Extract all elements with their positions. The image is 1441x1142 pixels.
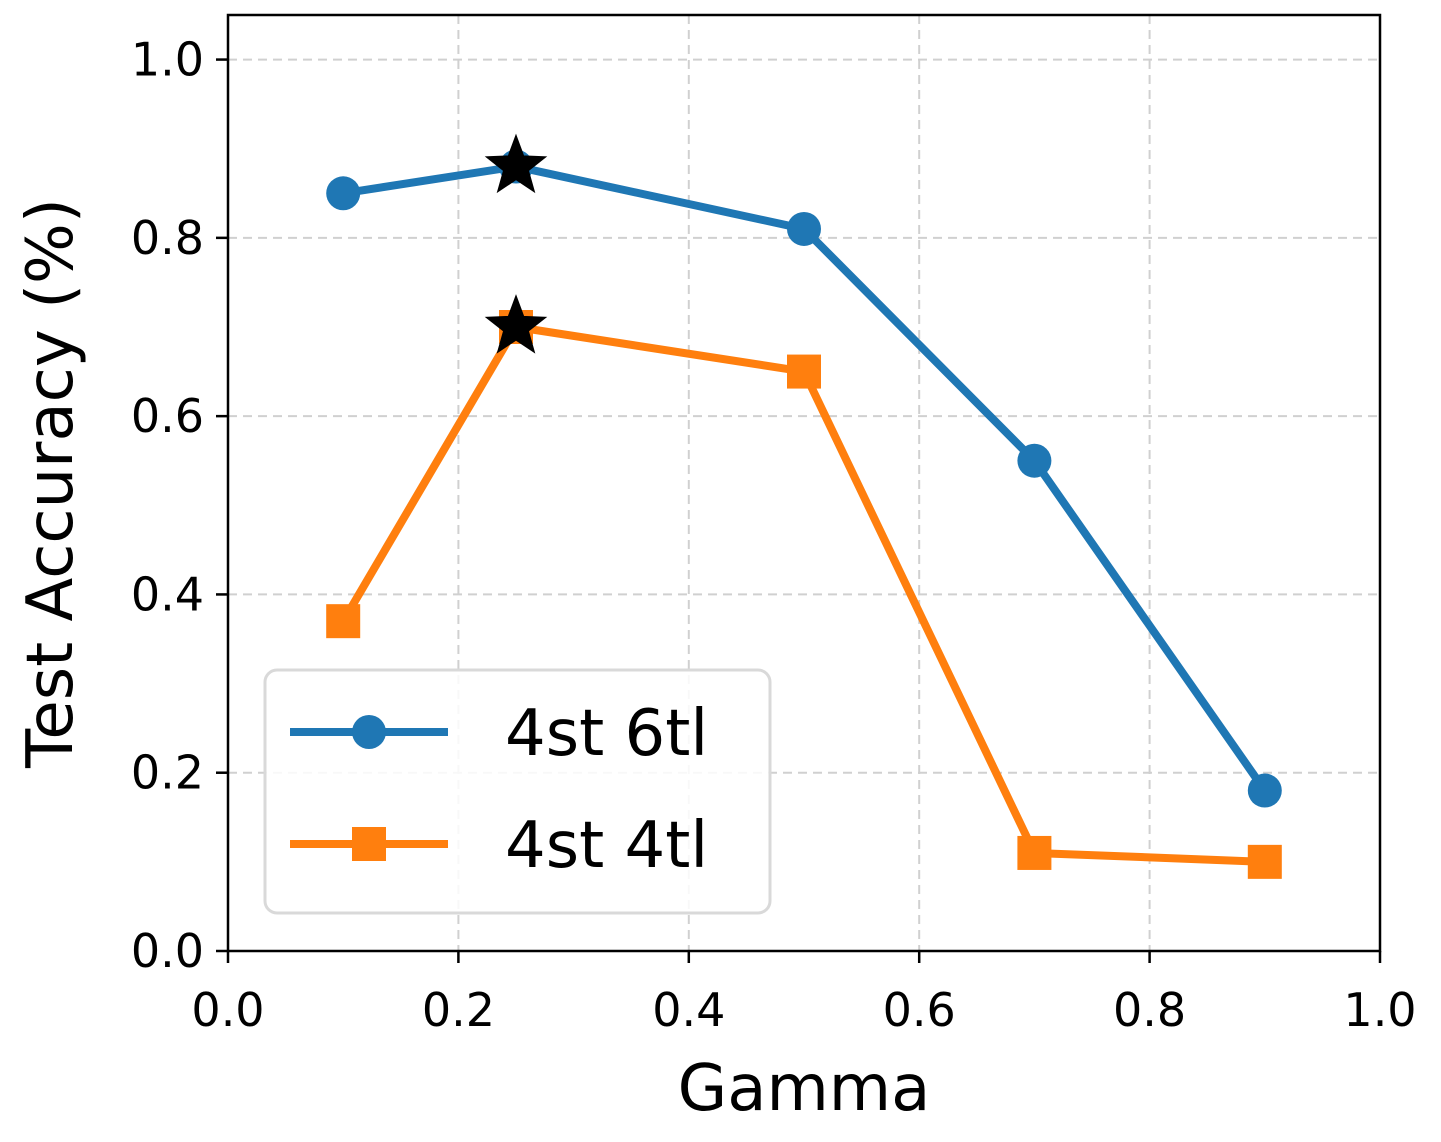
data-point [1247, 844, 1282, 879]
x-tick-label: 0.2 [422, 983, 495, 1037]
data-point [1247, 773, 1282, 808]
x-tick-label: 1.0 [1343, 983, 1416, 1037]
y-tick-label: 0.6 [131, 389, 204, 443]
data-point [787, 211, 821, 246]
x-axis-title: Gamma [678, 1052, 931, 1126]
y-tick-label: 0.8 [131, 211, 204, 265]
x-tick-label: 0.0 [191, 983, 264, 1037]
best-point-star-icon [484, 294, 548, 354]
data-point [787, 354, 821, 389]
legend-marker [352, 715, 386, 749]
x-tick-label: 0.4 [652, 983, 725, 1037]
y-tick-label: 0.0 [131, 924, 204, 978]
legend-label: 4st 6tl [505, 697, 708, 771]
y-axis-ticks: 0.0 0.2 0.4 0.6 0.8 1.0 [131, 33, 228, 978]
y-tick-label: 0.2 [131, 746, 204, 800]
highlight-layer [484, 133, 548, 354]
y-tick-label: 0.4 [131, 567, 204, 621]
best-point-star-icon [484, 133, 548, 194]
y-tick-label: 1.0 [131, 33, 204, 87]
y-axis-title: Test Accuracy (%) [14, 198, 88, 769]
legend: 4st 6tl 4st 4tl [263, 668, 772, 915]
legend-label: 4st 4tl [505, 809, 708, 883]
legend-entry: 4st 6tl [290, 697, 708, 771]
data-point [326, 604, 361, 639]
x-tick-label: 0.8 [1113, 983, 1186, 1037]
data-point [1017, 443, 1052, 478]
data-point [1017, 835, 1052, 870]
legend-marker [352, 827, 386, 861]
x-tick-label: 0.6 [883, 983, 956, 1037]
data-point [326, 176, 361, 211]
x-axis-ticks: 0.0 0.2 0.4 0.6 0.8 1.0 [191, 951, 1417, 1037]
legend-entry: 4st 4tl [290, 809, 708, 883]
plot-frame [226, 13, 1382, 953]
